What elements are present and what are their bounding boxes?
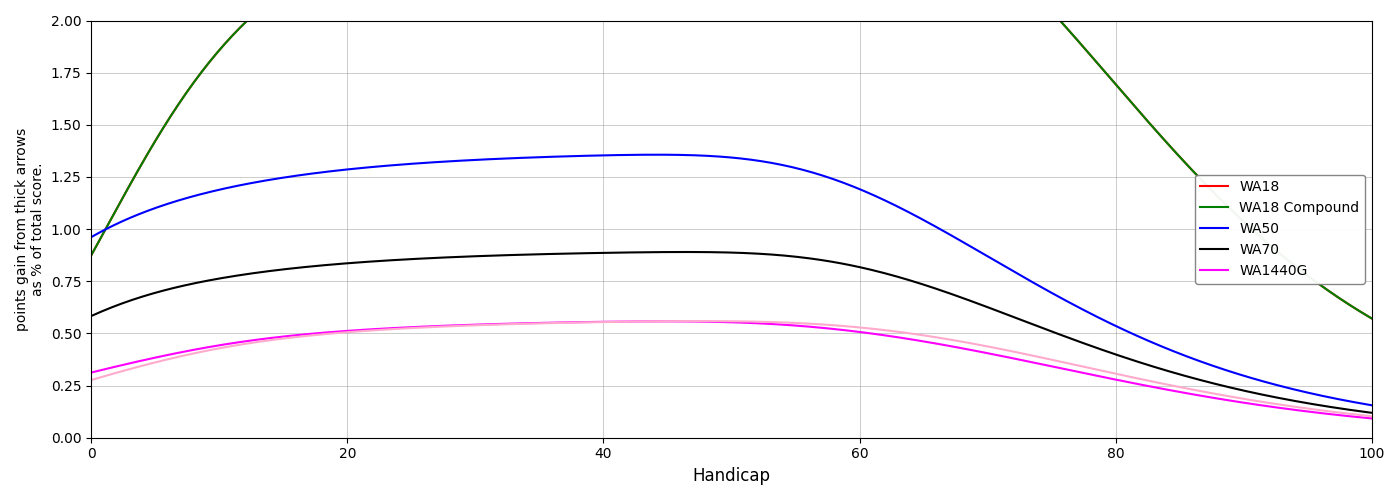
WA50 [1336,397,1352,403]
WA1440L [1135,376,1152,382]
WA18 Compound [83,252,99,258]
WA50 [1135,336,1152,342]
WA1440L [778,320,795,326]
WA18 [83,252,99,258]
WA1440G [847,328,864,334]
WA1440G [83,370,99,376]
WA70 [83,313,99,319]
WA70 [778,253,795,259]
WA70 [701,249,718,255]
WA1440G [778,322,795,328]
WA1440G [1135,382,1152,388]
Line: WA50: WA50 [91,154,1372,406]
WA1440L [692,318,708,324]
WA70 [676,249,693,255]
WA1440G [701,318,718,324]
Line: WA70: WA70 [91,252,1372,413]
WA18 Compound [1135,114,1152,119]
WA70 [1336,406,1352,412]
Line: WA1440G: WA1440G [91,322,1372,418]
WA1440L [693,318,710,324]
WA18 [1135,114,1152,119]
Line: WA18 Compound: WA18 Compound [91,0,1372,318]
WA70 [1135,360,1152,366]
X-axis label: Handicap: Handicap [693,467,770,485]
WA1440G [655,318,672,324]
WA50 [647,152,664,158]
WA50 [693,152,710,158]
WA50 [1364,402,1380,408]
WA50 [778,163,795,169]
Line: WA1440L: WA1440L [91,321,1372,416]
WA70 [1364,410,1380,416]
WA1440G [1336,412,1352,418]
WA70 [693,249,710,255]
WA18 [1336,298,1352,304]
WA50 [83,234,99,240]
WA1440L [847,324,864,330]
Y-axis label: points gain from thick arrows
as % of total score.: points gain from thick arrows as % of to… [15,128,45,330]
WA18 Compound [1336,298,1352,304]
Legend: WA18, WA18 Compound, WA50, WA70, WA1440G: WA18, WA18 Compound, WA50, WA70, WA1440G [1194,174,1365,284]
WA1440L [1364,414,1380,420]
WA70 [847,264,864,270]
WA50 [701,153,718,159]
Line: WA18: WA18 [91,0,1372,318]
WA18 [1364,316,1380,322]
WA50 [847,184,864,190]
WA1440L [83,377,99,383]
WA1440L [1336,410,1352,416]
WA1440G [693,318,710,324]
WA1440L [701,318,718,324]
WA1440G [1364,416,1380,422]
WA18 Compound [1364,316,1380,322]
